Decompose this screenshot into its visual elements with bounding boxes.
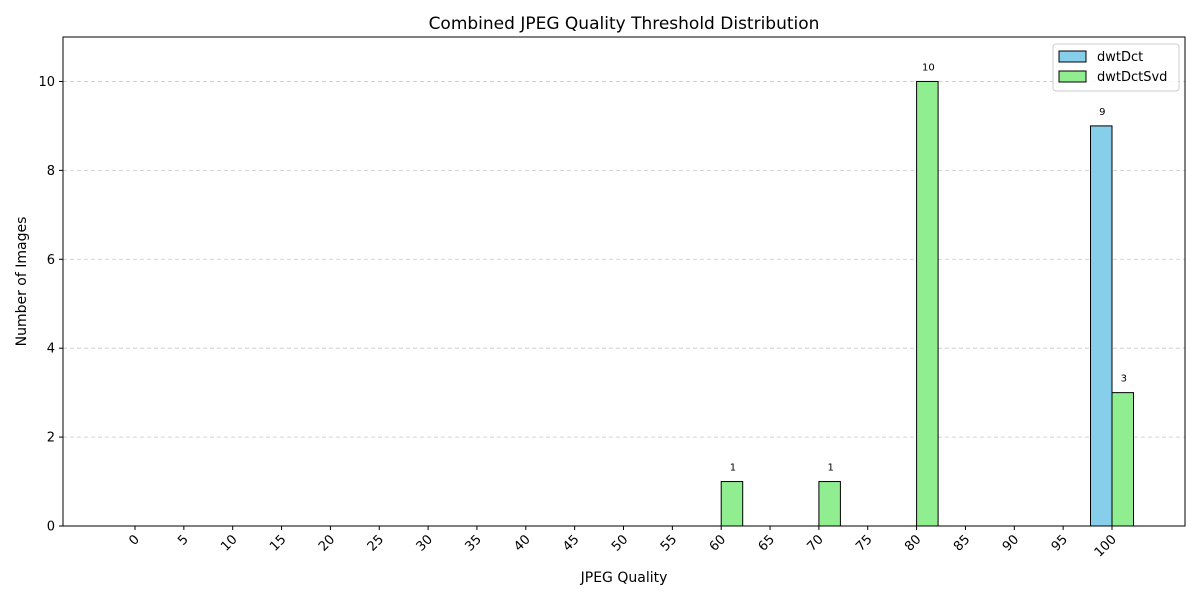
y-tick-label: 4 bbox=[47, 342, 55, 357]
legend-swatch-dwtDct bbox=[1058, 50, 1087, 63]
grid-lines bbox=[63, 81, 1185, 438]
legend-label-dwtDct: dwtDct bbox=[1097, 50, 1143, 65]
y-tick-label: 8 bbox=[47, 164, 55, 179]
x-axis: 0 5 10 15 20 25 30 35 40 45 50 55 60 65 70 75 80 85 90 95 10… bbox=[126, 526, 1120, 560]
legend-label-dwtDctSvd: dwtDctSvd bbox=[1097, 70, 1167, 85]
y-tick-label: 0 bbox=[47, 520, 55, 535]
data-label: 1 bbox=[730, 463, 736, 474]
bar-dwtDct-100 bbox=[1090, 125, 1113, 527]
y-axis: 0 2 4 6 8 10 bbox=[38, 75, 63, 535]
bar-dwtDctSvd-70 bbox=[818, 481, 841, 527]
bar-dwtDctSvd-80 bbox=[916, 80, 939, 527]
data-labels: 9 1 1 10 3 bbox=[730, 62, 1127, 473]
y-tick-label: 10 bbox=[38, 75, 55, 90]
bar-dwtDctSvd-60 bbox=[720, 481, 744, 527]
chart-title: Combined JPEG Quality Threshold Distribu… bbox=[429, 14, 820, 34]
data-label: 1 bbox=[827, 463, 833, 474]
y-tick-label: 6 bbox=[47, 253, 55, 268]
y-axis-label: Number of Images bbox=[14, 217, 30, 347]
data-label: 3 bbox=[1121, 374, 1127, 385]
x-axis-label: JPEG Quality bbox=[580, 570, 668, 586]
legend: dwtDct dwtDctSvd bbox=[1052, 43, 1180, 92]
y-tick-label: 2 bbox=[47, 431, 55, 446]
bars bbox=[720, 80, 1134, 527]
legend-swatch-dwtDctSvd bbox=[1058, 70, 1087, 83]
data-label: 10 bbox=[922, 62, 935, 73]
data-label: 9 bbox=[1099, 107, 1105, 118]
bar-dwtDctSvd-100 bbox=[1111, 392, 1134, 527]
